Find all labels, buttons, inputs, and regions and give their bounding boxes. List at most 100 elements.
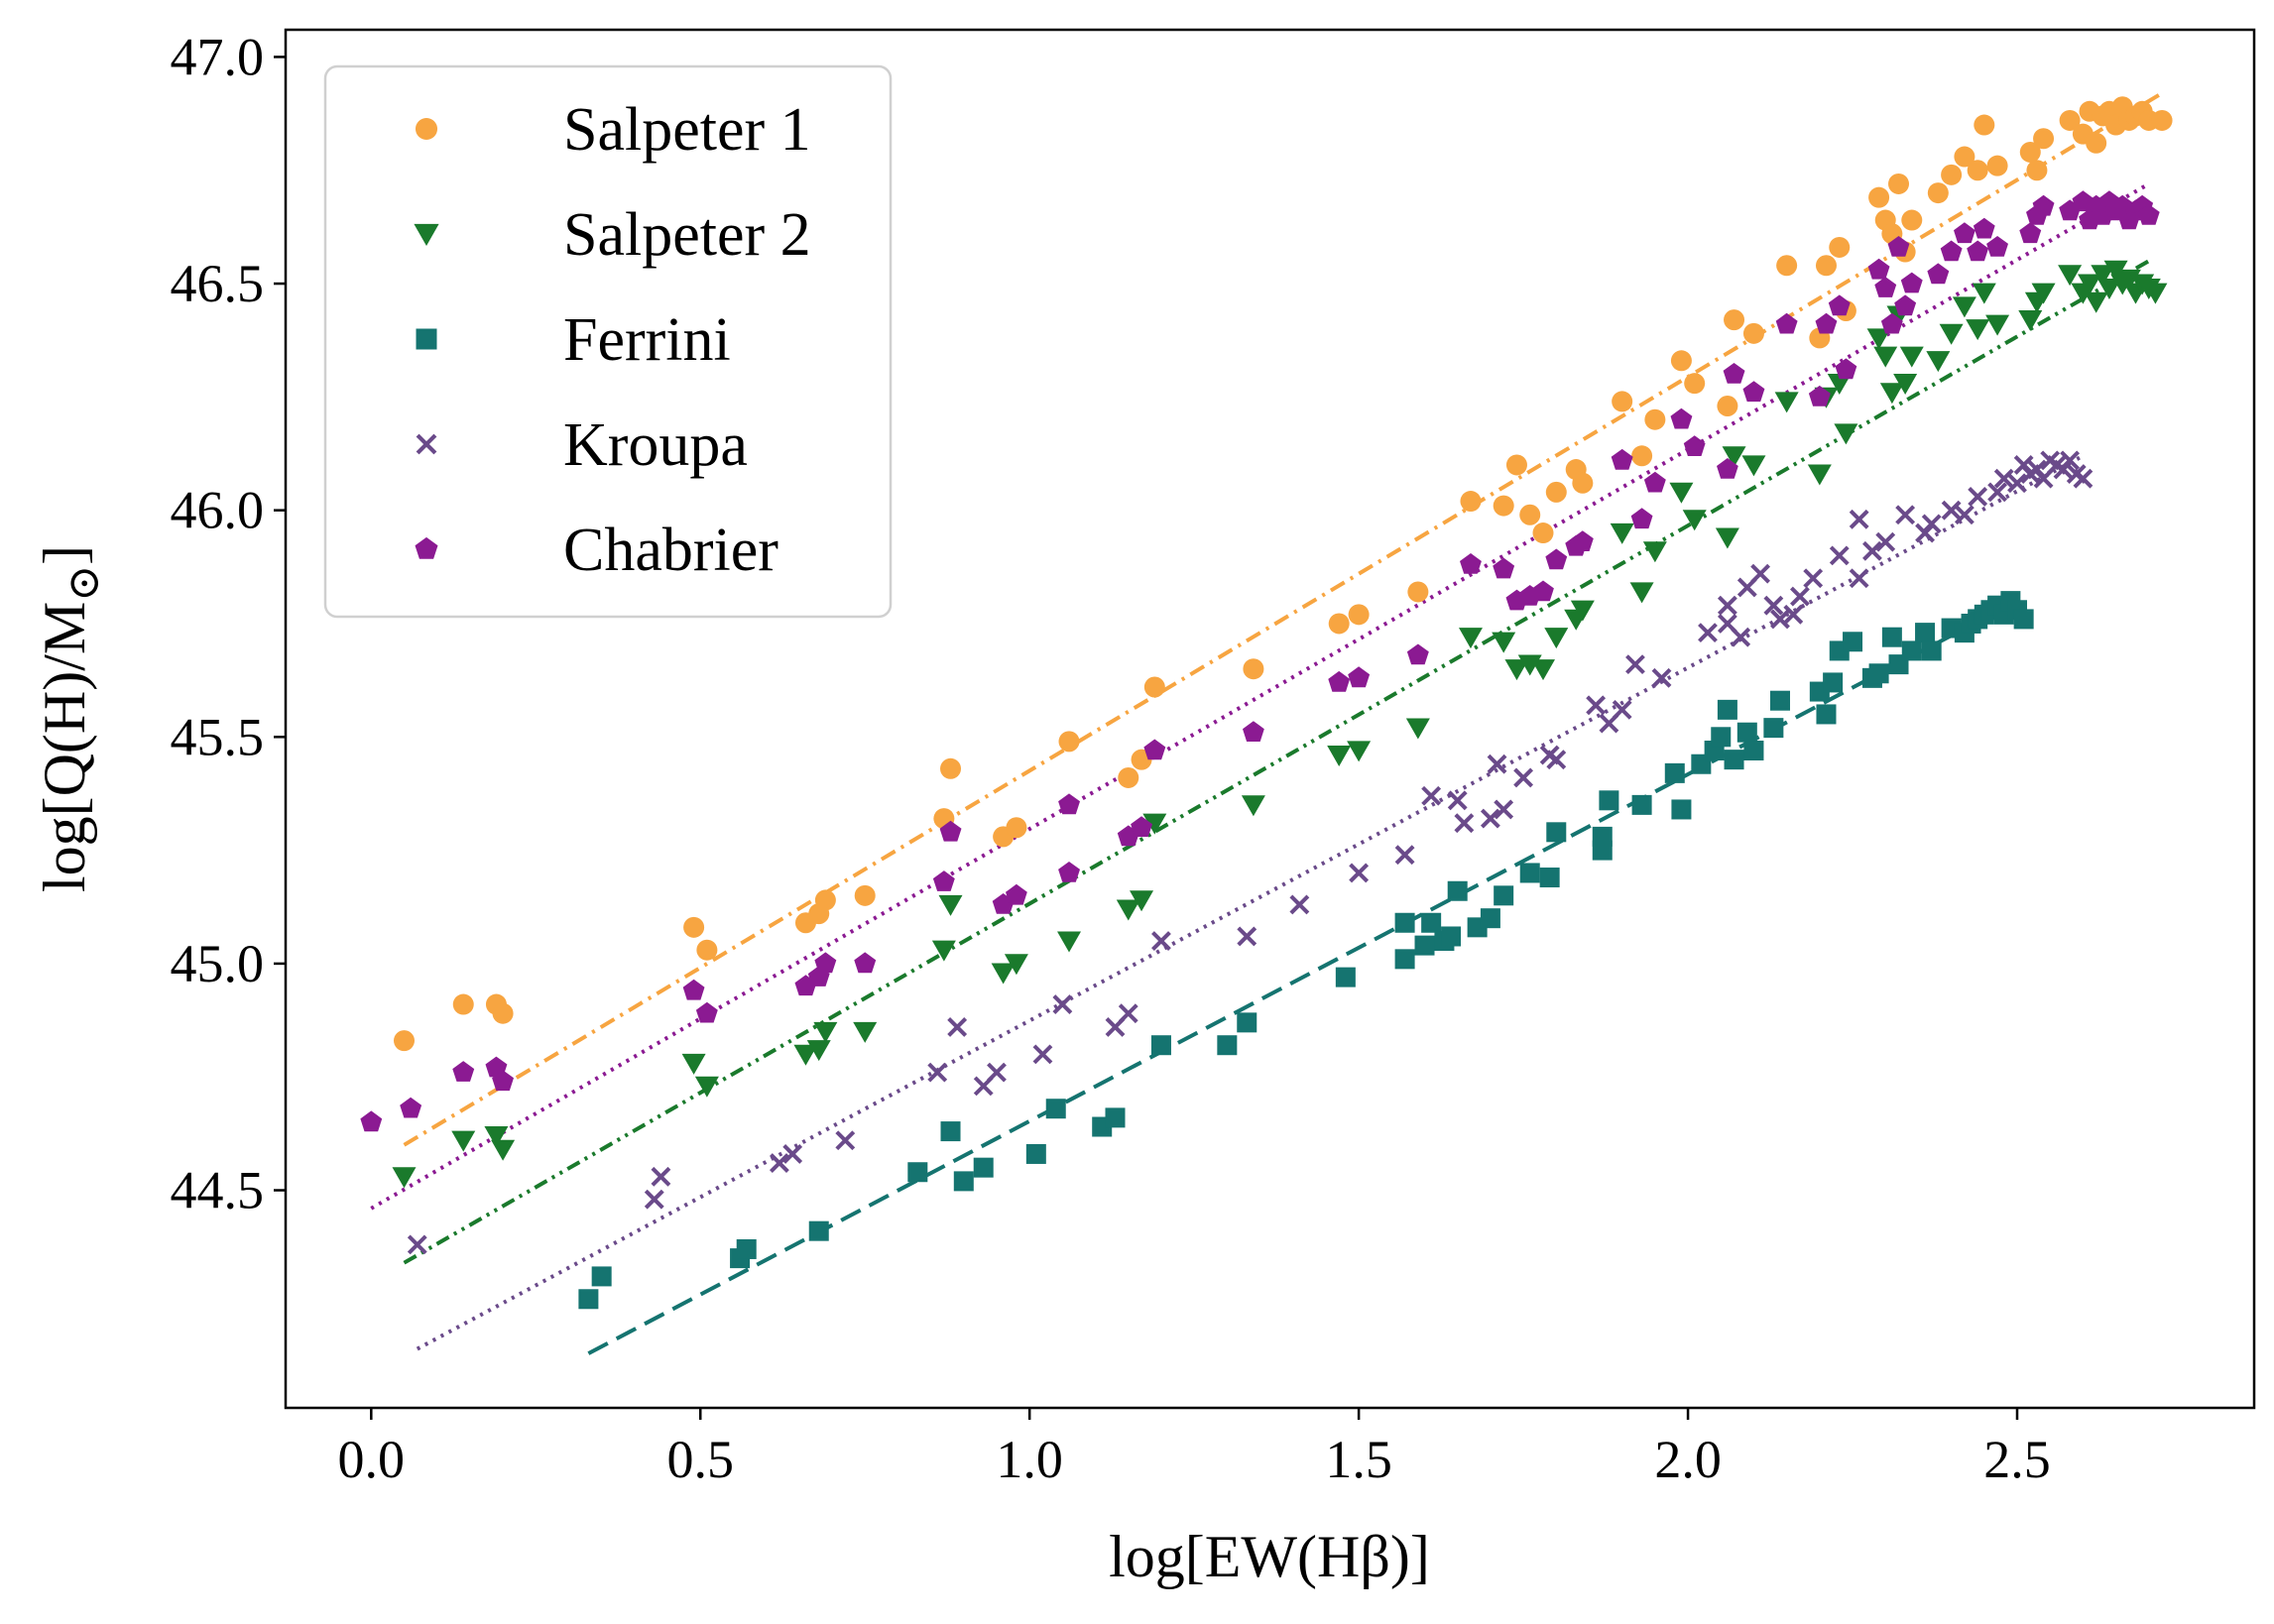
legend-box — [323, 64, 893, 619]
data-point-salpeter-2 — [392, 1167, 417, 1189]
series-ferrini — [578, 591, 2034, 1310]
data-point-kroupa — [1052, 994, 1073, 1014]
data-point-chabrier — [932, 870, 955, 891]
data-point-salpeter-2 — [813, 1021, 838, 1043]
data-point-salpeter-2 — [1682, 510, 1707, 531]
data-point-salpeter-2 — [1879, 383, 1904, 405]
legend-marker-ferrini — [416, 328, 437, 350]
data-point-ferrini — [1915, 623, 1936, 643]
data-point-chabrier — [452, 1061, 475, 1082]
data-point-salpeter-2 — [1629, 582, 1654, 604]
data-point-chabrier — [1058, 862, 1080, 882]
data-point-kroupa — [1546, 750, 1567, 770]
data-point-chabrier — [1611, 448, 1633, 470]
data-point-salpeter-1 — [1815, 255, 1837, 277]
data-point-salpeter-1 — [1058, 731, 1080, 753]
data-point-chabrier — [1775, 312, 1798, 334]
legend-marker-salpeter-1 — [415, 117, 438, 141]
legend-label-chabrier: Chabrier — [563, 517, 778, 584]
data-point-salpeter-1 — [393, 1030, 415, 1052]
data-point-salpeter-2 — [2058, 265, 2083, 287]
data-point-salpeter-2 — [484, 1126, 509, 1148]
data-point-salpeter-1 — [1572, 472, 1594, 494]
y-tick-label: 45.0 — [171, 934, 265, 993]
data-point-salpeter-2 — [853, 1021, 878, 1043]
data-point-chabrier — [1143, 739, 1166, 760]
data-point-salpeter-1 — [1724, 309, 1745, 331]
data-point-kroupa — [1770, 609, 1790, 630]
data-point-chabrier — [814, 952, 837, 974]
data-point-kroupa — [1783, 604, 1804, 625]
data-point-ferrini — [1539, 868, 1560, 888]
data-point-kroupa — [1968, 487, 1988, 507]
data-point-salpeter-2 — [681, 1053, 706, 1075]
data-point-salpeter-2 — [931, 940, 956, 962]
data-point-ferrini — [1631, 794, 1652, 815]
data-point-ferrini — [907, 1162, 928, 1183]
data-point-chabrier — [1874, 277, 1897, 297]
data-point-salpeter-2 — [1327, 745, 1352, 766]
data-point-salpeter-1 — [940, 757, 962, 779]
data-point-ferrini — [1045, 1099, 1066, 1119]
data-point-salpeter-1 — [2086, 132, 2107, 154]
data-point-kroupa — [1895, 505, 1916, 525]
data-point-salpeter-2 — [1142, 813, 1167, 835]
data-point-ferrini — [1237, 1012, 1257, 1033]
data-point-salpeter-2 — [1057, 931, 1082, 953]
legend-markers — [414, 117, 439, 559]
data-point-salpeter-2 — [793, 1044, 818, 1066]
y-tick-label: 47.0 — [171, 27, 265, 86]
data-point-ferrini — [1881, 627, 1902, 647]
x-tick-label: 1.5 — [1325, 1430, 1392, 1489]
x-tick-label: 0.5 — [666, 1430, 734, 1489]
data-point-chabrier — [1742, 381, 1765, 403]
data-point-kroupa — [1875, 531, 1896, 552]
y-tick-label: 44.5 — [171, 1161, 265, 1220]
y-tick-label: 45.5 — [171, 707, 265, 766]
data-point-salpeter-2 — [1610, 522, 1634, 544]
data-point-chabrier — [1406, 643, 1429, 665]
data-point-kroupa — [1625, 654, 1645, 675]
data-point-kroupa — [2073, 468, 2094, 489]
legend-label-salpeter-2: Salpeter 2 — [563, 201, 811, 269]
data-point-ferrini — [940, 1121, 961, 1142]
data-point-ferrini — [1664, 762, 1685, 783]
legend: Salpeter 1 Salpeter 2 Ferrini Kroupa Cha… — [323, 64, 893, 619]
data-point-salpeter-1 — [854, 884, 876, 906]
data-point-kroupa — [1987, 482, 2008, 503]
data-point-salpeter-2 — [1347, 741, 1372, 762]
data-point-salpeter-1 — [1328, 613, 1350, 635]
data-point-salpeter-2 — [1130, 890, 1154, 912]
data-point-kroupa — [1394, 845, 1415, 866]
data-point-kroupa — [2007, 473, 2027, 494]
data-point-salpeter-1 — [1888, 173, 1910, 194]
legend-label-kroupa: Kroupa — [563, 411, 748, 479]
data-point-ferrini — [578, 1289, 599, 1310]
data-point-kroupa — [1612, 699, 1632, 720]
data-point-ferrini — [1217, 1035, 1238, 1056]
data-point-kroupa — [1480, 808, 1500, 829]
data-point-kroupa — [1954, 505, 1975, 525]
data-point-salpeter-1 — [1545, 481, 1567, 503]
data-point-salpeter-2 — [2078, 274, 2102, 295]
data-point-kroupa — [1447, 790, 1468, 811]
data-point-ferrini — [736, 1238, 757, 1259]
data-point-kroupa — [947, 1017, 968, 1037]
data-point-kroupa — [1487, 754, 1507, 774]
data-point-salpeter-2 — [1722, 446, 1746, 468]
data-point-chabrier — [1493, 557, 1515, 579]
data-point-salpeter-2 — [2084, 291, 2108, 313]
data-point-salpeter-1 — [1631, 445, 1653, 467]
data-point-salpeter-2 — [2091, 265, 2115, 287]
data-point-chabrier — [1571, 530, 1594, 551]
data-point-chabrier — [1808, 385, 1831, 406]
data-point-chabrier — [1967, 240, 1989, 262]
data-point-chabrier — [1058, 793, 1080, 815]
data-point-kroupa — [1349, 863, 1370, 883]
data-point-chabrier — [695, 1001, 718, 1023]
x-tick-label: 1.0 — [996, 1430, 1063, 1489]
data-point-kroupa — [1651, 667, 1672, 688]
data-point-chabrier — [1670, 407, 1693, 429]
data-point-salpeter-1 — [1901, 209, 1923, 231]
data-point-ferrini — [1671, 799, 1692, 820]
